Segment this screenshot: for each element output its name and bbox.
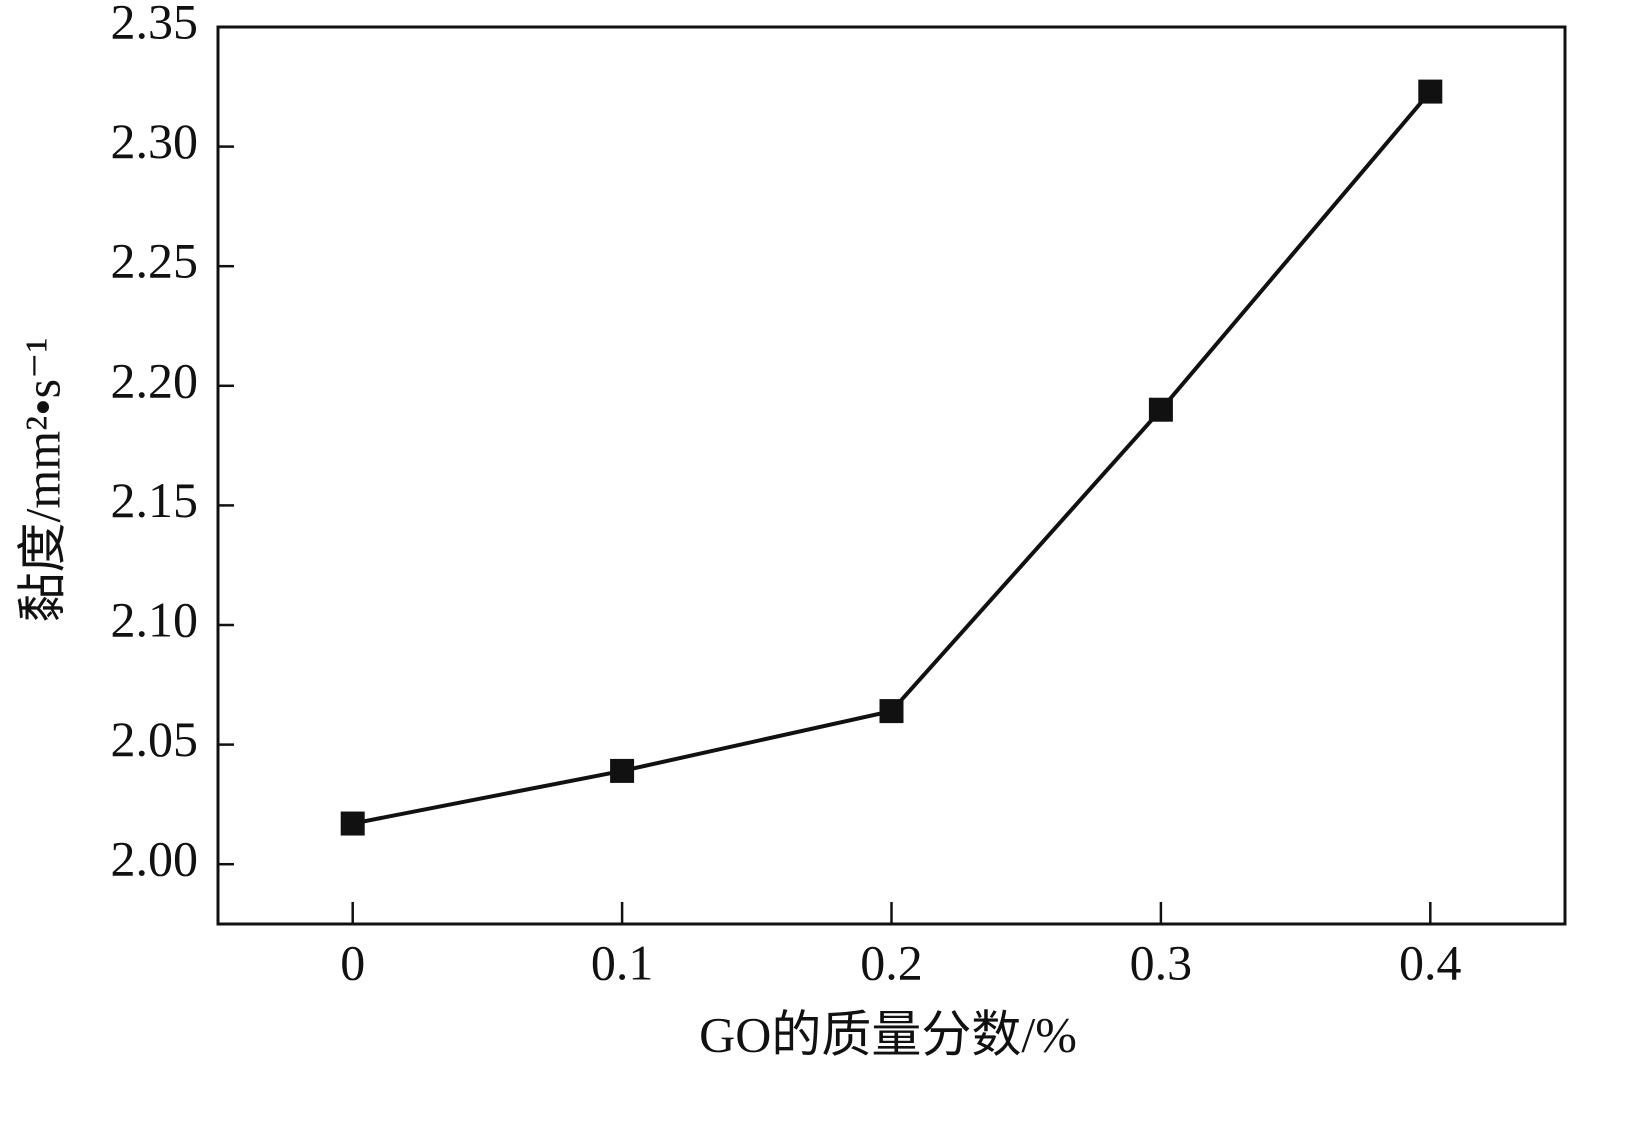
x-tick-label: 0.3 xyxy=(1130,934,1193,990)
marker xyxy=(1148,397,1173,422)
y-tick-label: 2.20 xyxy=(111,352,199,408)
marker xyxy=(340,811,365,836)
marker xyxy=(610,758,635,783)
y-axis-label: 黏度/mm²•s⁻¹ xyxy=(14,337,70,622)
x-tick-label: 0.2 xyxy=(860,934,923,990)
x-tick-label: 0 xyxy=(340,934,365,990)
marker xyxy=(879,699,904,724)
plot-frame xyxy=(216,25,1567,926)
y-tick-label: 2.25 xyxy=(111,233,199,289)
marker xyxy=(1418,79,1443,104)
x-axis-label: GO的质量分数/% xyxy=(699,1006,1077,1062)
x-tick-label: 0.4 xyxy=(1399,934,1462,990)
y-tick-label: 2.05 xyxy=(111,711,199,767)
y-tick-label: 2.30 xyxy=(111,113,199,169)
y-tick-label: 2.00 xyxy=(111,831,199,887)
y-tick-label: 2.35 xyxy=(111,0,199,49)
y-tick-label: 2.10 xyxy=(111,591,199,647)
x-tick-label: 0.1 xyxy=(591,934,654,990)
y-tick-label: 2.15 xyxy=(111,472,199,528)
